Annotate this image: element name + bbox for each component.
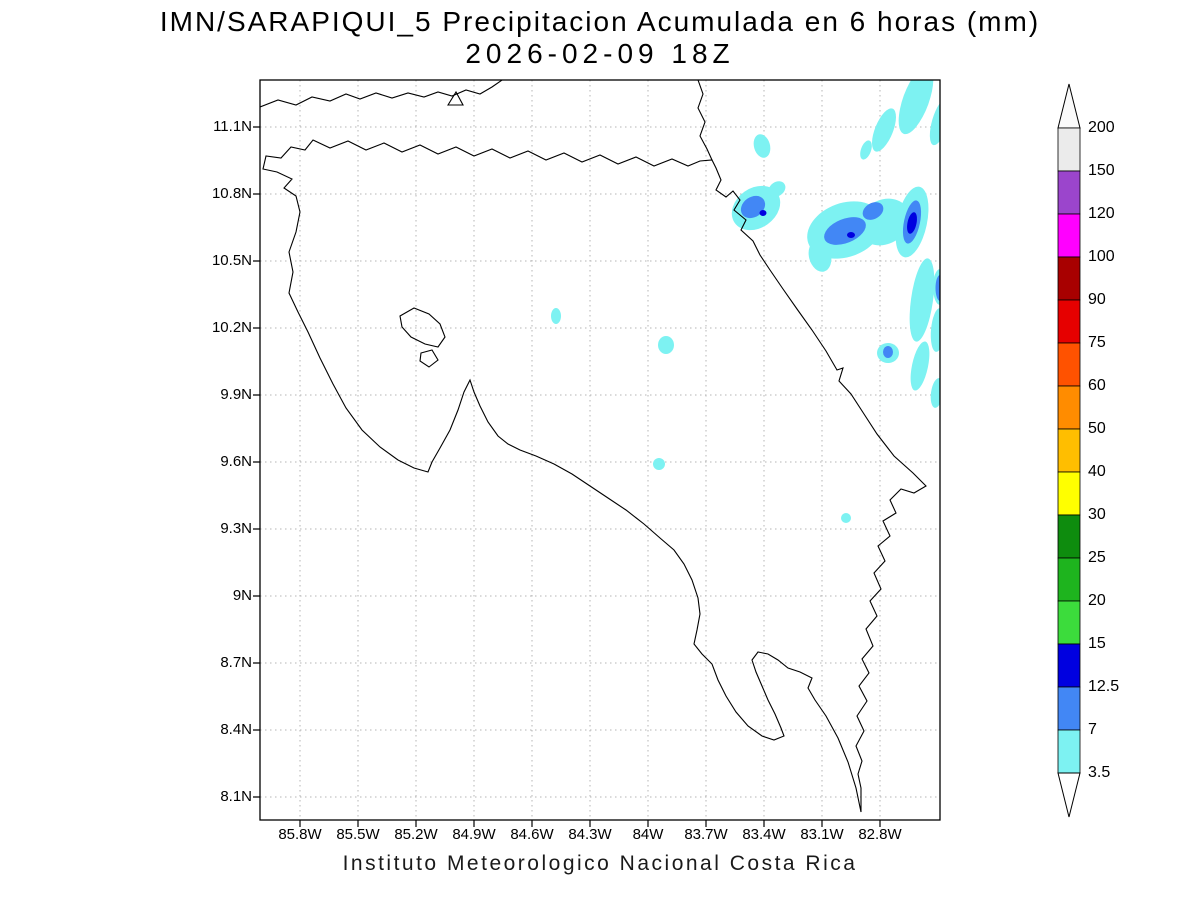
colorbar-segment <box>1057 428 1081 473</box>
lon-tick-label: 84.9W <box>452 826 496 843</box>
grid-meridians <box>299 80 881 820</box>
lon-tick-label: 83.7W <box>684 826 728 843</box>
colorbar-segment <box>1057 127 1081 172</box>
lat-tick-label: 9.6N <box>220 453 252 470</box>
colorbar-level-label: 150 <box>1088 162 1115 179</box>
precip-cell <box>824 217 866 245</box>
colorbar-level-label: 120 <box>1088 205 1115 222</box>
precip-cell <box>759 210 767 216</box>
lat-tick-label: 10.8N <box>211 185 252 202</box>
colorbar-segment <box>1057 213 1081 258</box>
colorbar-level-label: 3.5 <box>1088 764 1111 781</box>
precip-shade-12p5-15-layer <box>759 210 917 238</box>
precip-cell <box>808 240 832 272</box>
colorbar-arrow-bottom <box>1057 772 1081 818</box>
lat-tick-label: 9.9N <box>220 386 252 403</box>
lon-tick-label: 85.2W <box>394 826 438 843</box>
lon-tick-label: 85.8W <box>278 826 322 843</box>
coastline-layer <box>260 80 927 813</box>
colorbar <box>1057 83 1081 818</box>
lat-tick-label: 9.3N <box>220 520 252 537</box>
chart-title: IMN/SARAPIQUI_5 Precipitacion Acumulada … <box>159 6 1041 37</box>
colorbar-segment <box>1057 256 1081 301</box>
precip-cell <box>753 134 771 158</box>
colorbar-level-label: 100 <box>1088 248 1115 265</box>
lat-tick-label: 11.1N <box>213 118 252 135</box>
colorbar-segment <box>1057 686 1081 731</box>
lake-island <box>447 90 464 106</box>
precip-cell <box>910 341 930 391</box>
colorbar-segment <box>1057 557 1081 602</box>
precip-cell <box>551 308 561 324</box>
colorbar-level-label: 12.5 <box>1088 678 1120 695</box>
precip-cell <box>898 80 934 135</box>
colorbar-segment <box>1057 643 1081 688</box>
nicaragua-caribbean-coast <box>697 80 713 161</box>
lon-tick-label: 84.3W <box>568 826 612 843</box>
colorbar-segment <box>1057 471 1081 516</box>
colorbar-level-label: 90 <box>1088 291 1106 308</box>
precip-cell <box>768 181 786 197</box>
axis-tick-marks-bottom <box>299 820 881 827</box>
colorbar-level-label: 7 <box>1088 721 1097 738</box>
colorbar-arrow-top <box>1057 83 1081 129</box>
lat-tick-label: 10.2N <box>211 319 252 336</box>
source-caption: Instituto Meteorologico Nacional Costa R… <box>342 852 858 875</box>
colorbar-level-label: 40 <box>1088 463 1106 480</box>
colorbar-level-label: 15 <box>1088 635 1106 652</box>
lat-tick-label: 8.7N <box>220 654 252 671</box>
lon-tick-label: 82.8W <box>858 826 902 843</box>
precip-cell <box>653 458 665 470</box>
colorbar-level-label: 60 <box>1088 377 1106 394</box>
colorbar-level-label: 30 <box>1088 506 1106 523</box>
lon-tick-label: 83.4W <box>742 826 786 843</box>
precip-cell <box>847 232 855 238</box>
grid-parallels <box>260 126 940 798</box>
costa-rica-outline <box>262 139 927 813</box>
colorbar-segment <box>1057 170 1081 215</box>
colorbar-level-label: 200 <box>1088 119 1115 136</box>
chart-valid-time: 2026-02-09 18Z <box>465 38 735 69</box>
precip-cell <box>658 336 674 354</box>
precip-cell <box>907 212 917 234</box>
lon-tick-label: 85.5W <box>336 826 380 843</box>
precip-cell <box>841 513 851 523</box>
precip-cell <box>935 275 940 301</box>
colorbar-level-label: 25 <box>1088 549 1106 566</box>
colorbar-segment <box>1057 729 1081 774</box>
lat-tick-label: 8.4N <box>220 721 252 738</box>
colorbar-level-label: 75 <box>1088 334 1106 351</box>
lake-arenal-outline <box>399 307 446 348</box>
lake-nicaragua-shore <box>260 80 504 108</box>
precip-cell <box>930 308 940 352</box>
lat-tick-label: 10.5N <box>211 252 252 269</box>
colorbar-level-label: 50 <box>1088 420 1106 437</box>
colorbar-segment <box>1057 385 1081 430</box>
precip-cell <box>740 195 766 219</box>
precip-cell <box>883 346 893 358</box>
colorbar-segment <box>1057 342 1081 387</box>
colorbar-segment <box>1057 299 1081 344</box>
colorbar-segment <box>1057 600 1081 645</box>
lon-tick-label: 84W <box>632 826 664 843</box>
precip-cell <box>860 140 872 160</box>
lat-tick-label: 8.1N <box>220 788 252 805</box>
lon-tick-label: 84.6W <box>510 826 554 843</box>
lon-tick-label: 83.1W <box>800 826 844 843</box>
plot-frame <box>259 79 941 821</box>
precip-cell <box>909 258 935 342</box>
precip-cell <box>862 202 884 220</box>
precip-cell <box>930 378 940 408</box>
lat-tick-label: 9N <box>232 587 252 604</box>
precip-cell <box>872 108 896 152</box>
colorbar-level-label: 20 <box>1088 592 1106 609</box>
precip-cell <box>929 98 940 146</box>
axis-tick-marks-left <box>253 126 260 798</box>
small-lake-outline <box>419 349 439 368</box>
map-canvas <box>253 79 941 827</box>
colorbar-segment <box>1057 514 1081 559</box>
